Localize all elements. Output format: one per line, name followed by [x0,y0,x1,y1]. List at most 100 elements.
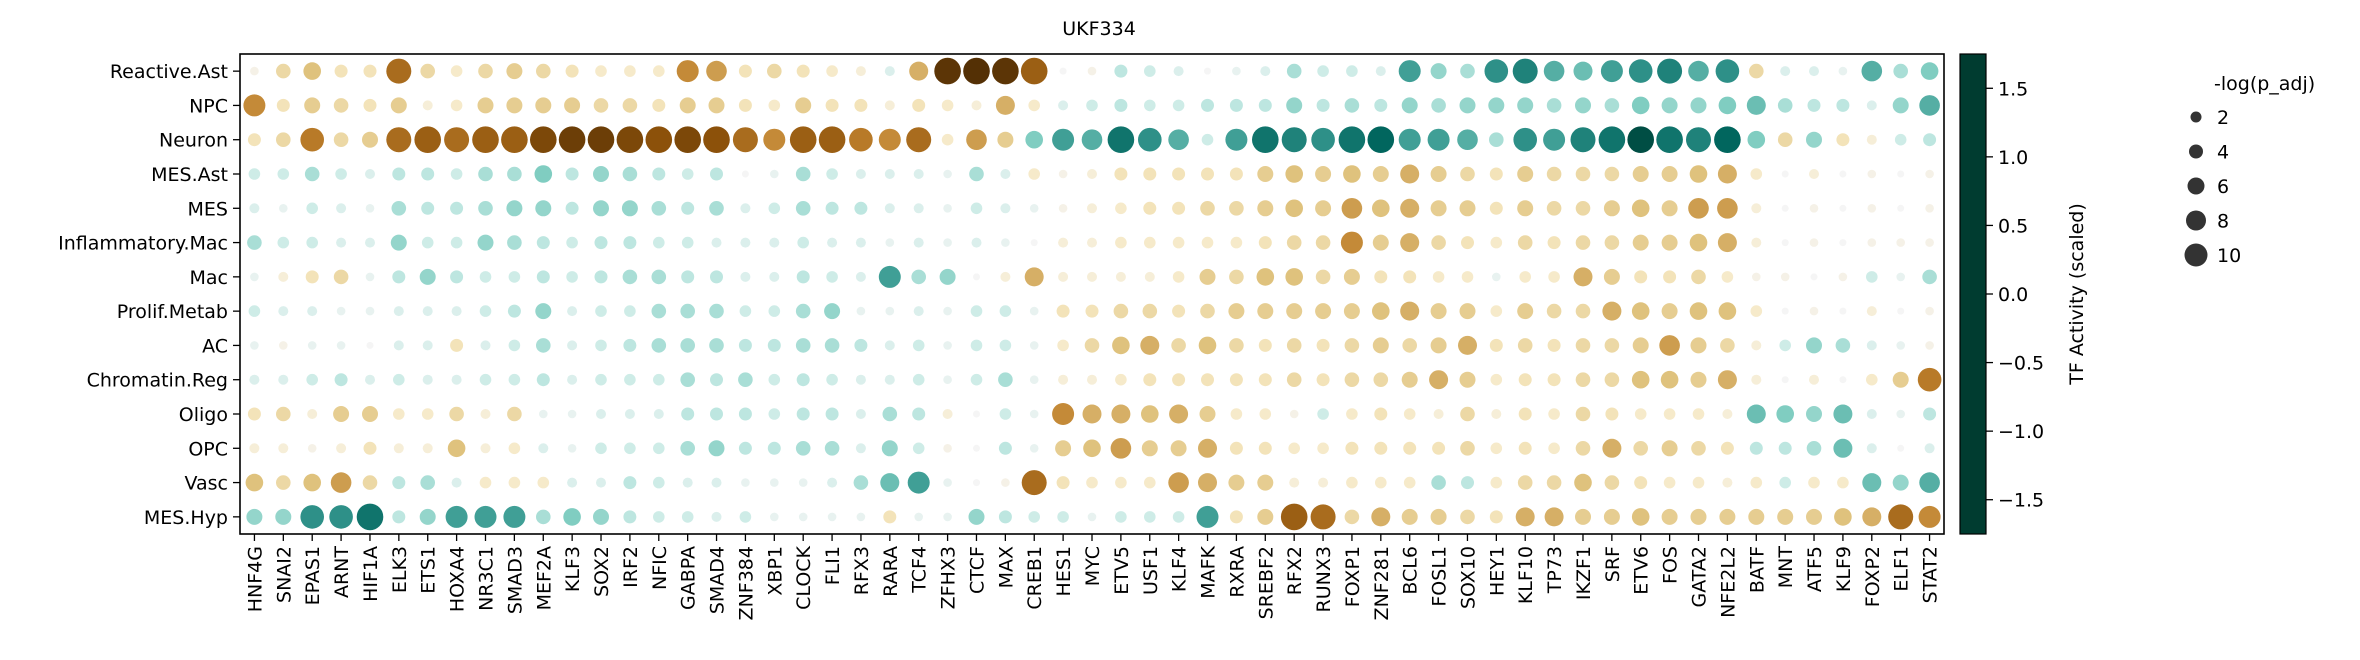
dot [968,508,985,525]
dot [1838,272,1848,282]
dot [1492,272,1501,282]
dot [741,170,749,178]
dot [1661,508,1678,525]
dot [825,201,839,215]
column-label: BCL6 [1400,546,1422,595]
dot [277,168,290,180]
column-label: FOXP2 [1862,546,1884,607]
dot [1115,236,1127,249]
dot [1634,408,1647,420]
dot [386,58,412,84]
column-label: FOS [1660,546,1682,584]
column-label: RFX3 [851,546,873,595]
dot [1230,408,1243,420]
dot [330,472,352,493]
dot [1311,127,1335,152]
dot [1488,97,1505,114]
dot [449,406,464,422]
dot [909,61,929,81]
dot [1690,371,1707,388]
dot [738,372,753,388]
dot [1087,512,1097,522]
dot [1141,405,1159,423]
dot [422,443,433,454]
dot [333,269,349,285]
dot [1286,235,1302,250]
dot [913,306,924,317]
dot [680,372,695,388]
dot [824,338,840,353]
dot [1575,97,1591,114]
dot [1201,98,1214,112]
dot [1280,503,1308,531]
dot [1052,128,1075,151]
dot [1087,374,1097,385]
dot [451,477,462,488]
dot [1604,475,1620,490]
dot [420,63,436,79]
dot [739,305,752,317]
dot [1892,97,1909,114]
dot [479,373,492,386]
dot [567,477,578,488]
dot [1374,98,1388,112]
dot [1430,166,1447,182]
dot [249,443,260,454]
dot [1143,167,1157,181]
dot [1402,338,1417,353]
dot [1257,200,1274,217]
dot [1317,65,1329,77]
dot [1628,59,1653,83]
dot [1229,167,1243,181]
dot [1925,169,1934,179]
dot [1372,199,1390,218]
dot [674,126,701,153]
dot [1113,303,1129,319]
dot [1144,65,1156,77]
column-label: KLF4 [1169,546,1191,592]
dot [390,234,407,251]
column-label: HES1 [1053,546,1075,596]
dot [419,268,436,285]
dot [362,475,378,490]
dot [1575,201,1591,216]
dot [1661,234,1678,251]
dot [333,406,350,422]
dot [333,132,349,147]
size-legend-label: 6 [2217,176,2229,198]
dot [307,444,317,453]
dot [1925,238,1934,247]
dot [912,98,926,112]
dot [1318,477,1329,488]
dot [1518,407,1532,421]
dot [1229,441,1243,455]
dot [1722,477,1733,488]
dot [1346,476,1358,489]
dot [653,442,665,455]
dot [1598,126,1626,153]
dot [508,373,521,386]
dot [1924,443,1935,454]
dot [797,236,809,249]
dot [1058,169,1068,179]
dot [1519,271,1531,283]
dot [970,339,983,352]
dot [1570,127,1596,153]
dot [247,407,261,421]
row-label: AC [202,335,228,357]
dot [1315,269,1331,285]
dot [653,511,665,523]
dot [1604,338,1620,353]
dot [535,97,552,114]
dot [911,269,926,285]
dot [740,203,751,214]
dot [1548,442,1560,455]
dot [1058,237,1069,248]
dot [1632,337,1649,354]
dot [885,238,895,247]
row-label: Reactive.Ast [110,61,228,83]
colorbar-tick-label: 1.0 [1998,147,2028,169]
dot [365,169,375,179]
dot [616,126,644,153]
dot [414,126,442,153]
